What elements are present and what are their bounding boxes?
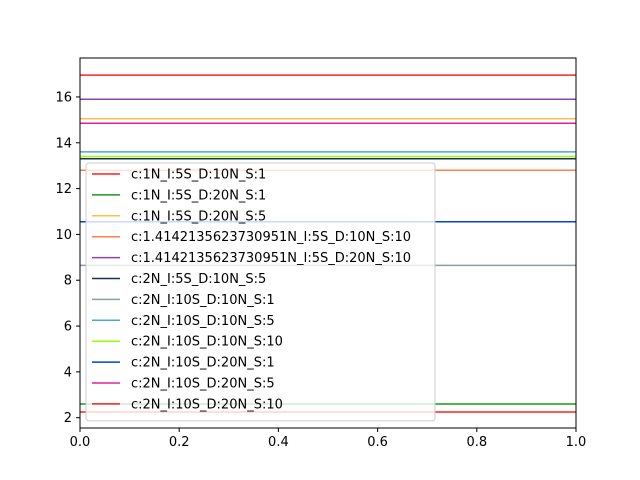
legend-label: c:1N_I:5S_D:10N_S:1 bbox=[131, 168, 266, 183]
x-tick-label: 0.4 bbox=[268, 435, 289, 450]
x-tick-label: 0.6 bbox=[367, 435, 388, 450]
y-tick-label: 14 bbox=[55, 136, 72, 151]
legend-label: c:2N_I:10S_D:10N_S:1 bbox=[131, 293, 275, 308]
legend-label: c:2N_I:10S_D:20N_S:10 bbox=[131, 397, 283, 412]
legend-label: c:1N_I:5S_D:20N_S:5 bbox=[131, 209, 266, 224]
x-tick-label: 0.2 bbox=[169, 435, 190, 450]
axes-frame bbox=[79, 57, 577, 429]
y-tick-label: 12 bbox=[55, 182, 72, 197]
x-tick-label: 1.0 bbox=[566, 435, 587, 450]
y-tick-label: 16 bbox=[55, 90, 72, 105]
x-tick-label: 0.8 bbox=[466, 435, 487, 450]
legend: c:1N_I:5S_D:10N_S:1 c:1N_I:5S_D:20N_S:1 c:… bbox=[85, 162, 436, 422]
legend-label: c:2N_I:10S_D:20N_S:5 bbox=[131, 377, 275, 392]
y-tick-label: 8 bbox=[64, 274, 72, 289]
y-tick-label: 2 bbox=[64, 411, 72, 426]
x-tick-label: 0.0 bbox=[70, 435, 91, 450]
legend-label: c:2N_I:5S_D:10N_S:5 bbox=[131, 272, 266, 287]
y-axis: 2 4 6 8 10 12 14 16 bbox=[55, 90, 80, 426]
y-tick-label: 6 bbox=[64, 320, 72, 335]
legend-label: c:2N_I:10S_D:10N_S:5 bbox=[131, 314, 275, 329]
legend-label: c:1N_I:5S_D:20N_S:1 bbox=[131, 188, 266, 203]
legend-box bbox=[85, 162, 436, 422]
legend-label: c:1.4142135623730951N_I:5S_D:20N_S:10 bbox=[131, 251, 411, 266]
legend-label: c:2N_I:10S_D:20N_S:1 bbox=[131, 356, 275, 371]
legend-label: c:1.4142135623730951N_I:5S_D:10N_S:10 bbox=[131, 230, 411, 245]
y-tick-label: 10 bbox=[55, 228, 72, 243]
x-axis: 0.0 0.2 0.4 0.6 0.8 1.0 bbox=[70, 428, 587, 450]
legend-label: c:2N_I:10S_D:10N_S:10 bbox=[131, 335, 283, 350]
y-tick-label: 4 bbox=[64, 365, 72, 380]
